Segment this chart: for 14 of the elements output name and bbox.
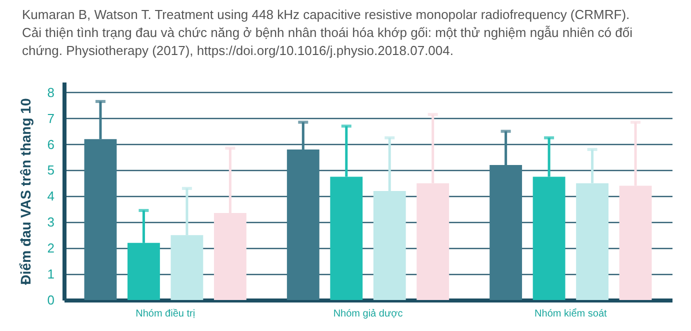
y-tick-label: 4 <box>47 188 54 204</box>
y-axis-title: Điểm đau VAS trên thang 10 <box>17 98 34 285</box>
y-tick-label: 2 <box>47 240 54 256</box>
chart-title: Kumaran B, Watson T. Treatment using 448 kHz capacitive resistive monopolar radiofrequency (CRMRF). Cải thiện tình trạng đau và chức năng ở bệnh nhân thoái hóa khớp gối: một thử nghiệm ngẫu nhiên có đối chứng. Physiotherapy (2017), https://doi.org/10.1016/j.physio.2018.07.004. <box>22 6 634 60</box>
y-tick-label: 0 <box>47 292 54 308</box>
x-tick-label: Nhóm giả dược <box>333 308 403 320</box>
y-tick-label: 1 <box>47 266 54 282</box>
x-tick-label: Nhóm kiểm soát <box>534 308 608 320</box>
y-tick-label: 6 <box>47 136 54 152</box>
x-tick-label: Nhóm điều trị <box>136 308 196 320</box>
y-tick-label: 3 <box>47 214 54 230</box>
y-tick-label: 8 <box>47 84 54 100</box>
y-tick-label: 7 <box>47 110 54 126</box>
y-tick-label: 5 <box>47 162 54 178</box>
